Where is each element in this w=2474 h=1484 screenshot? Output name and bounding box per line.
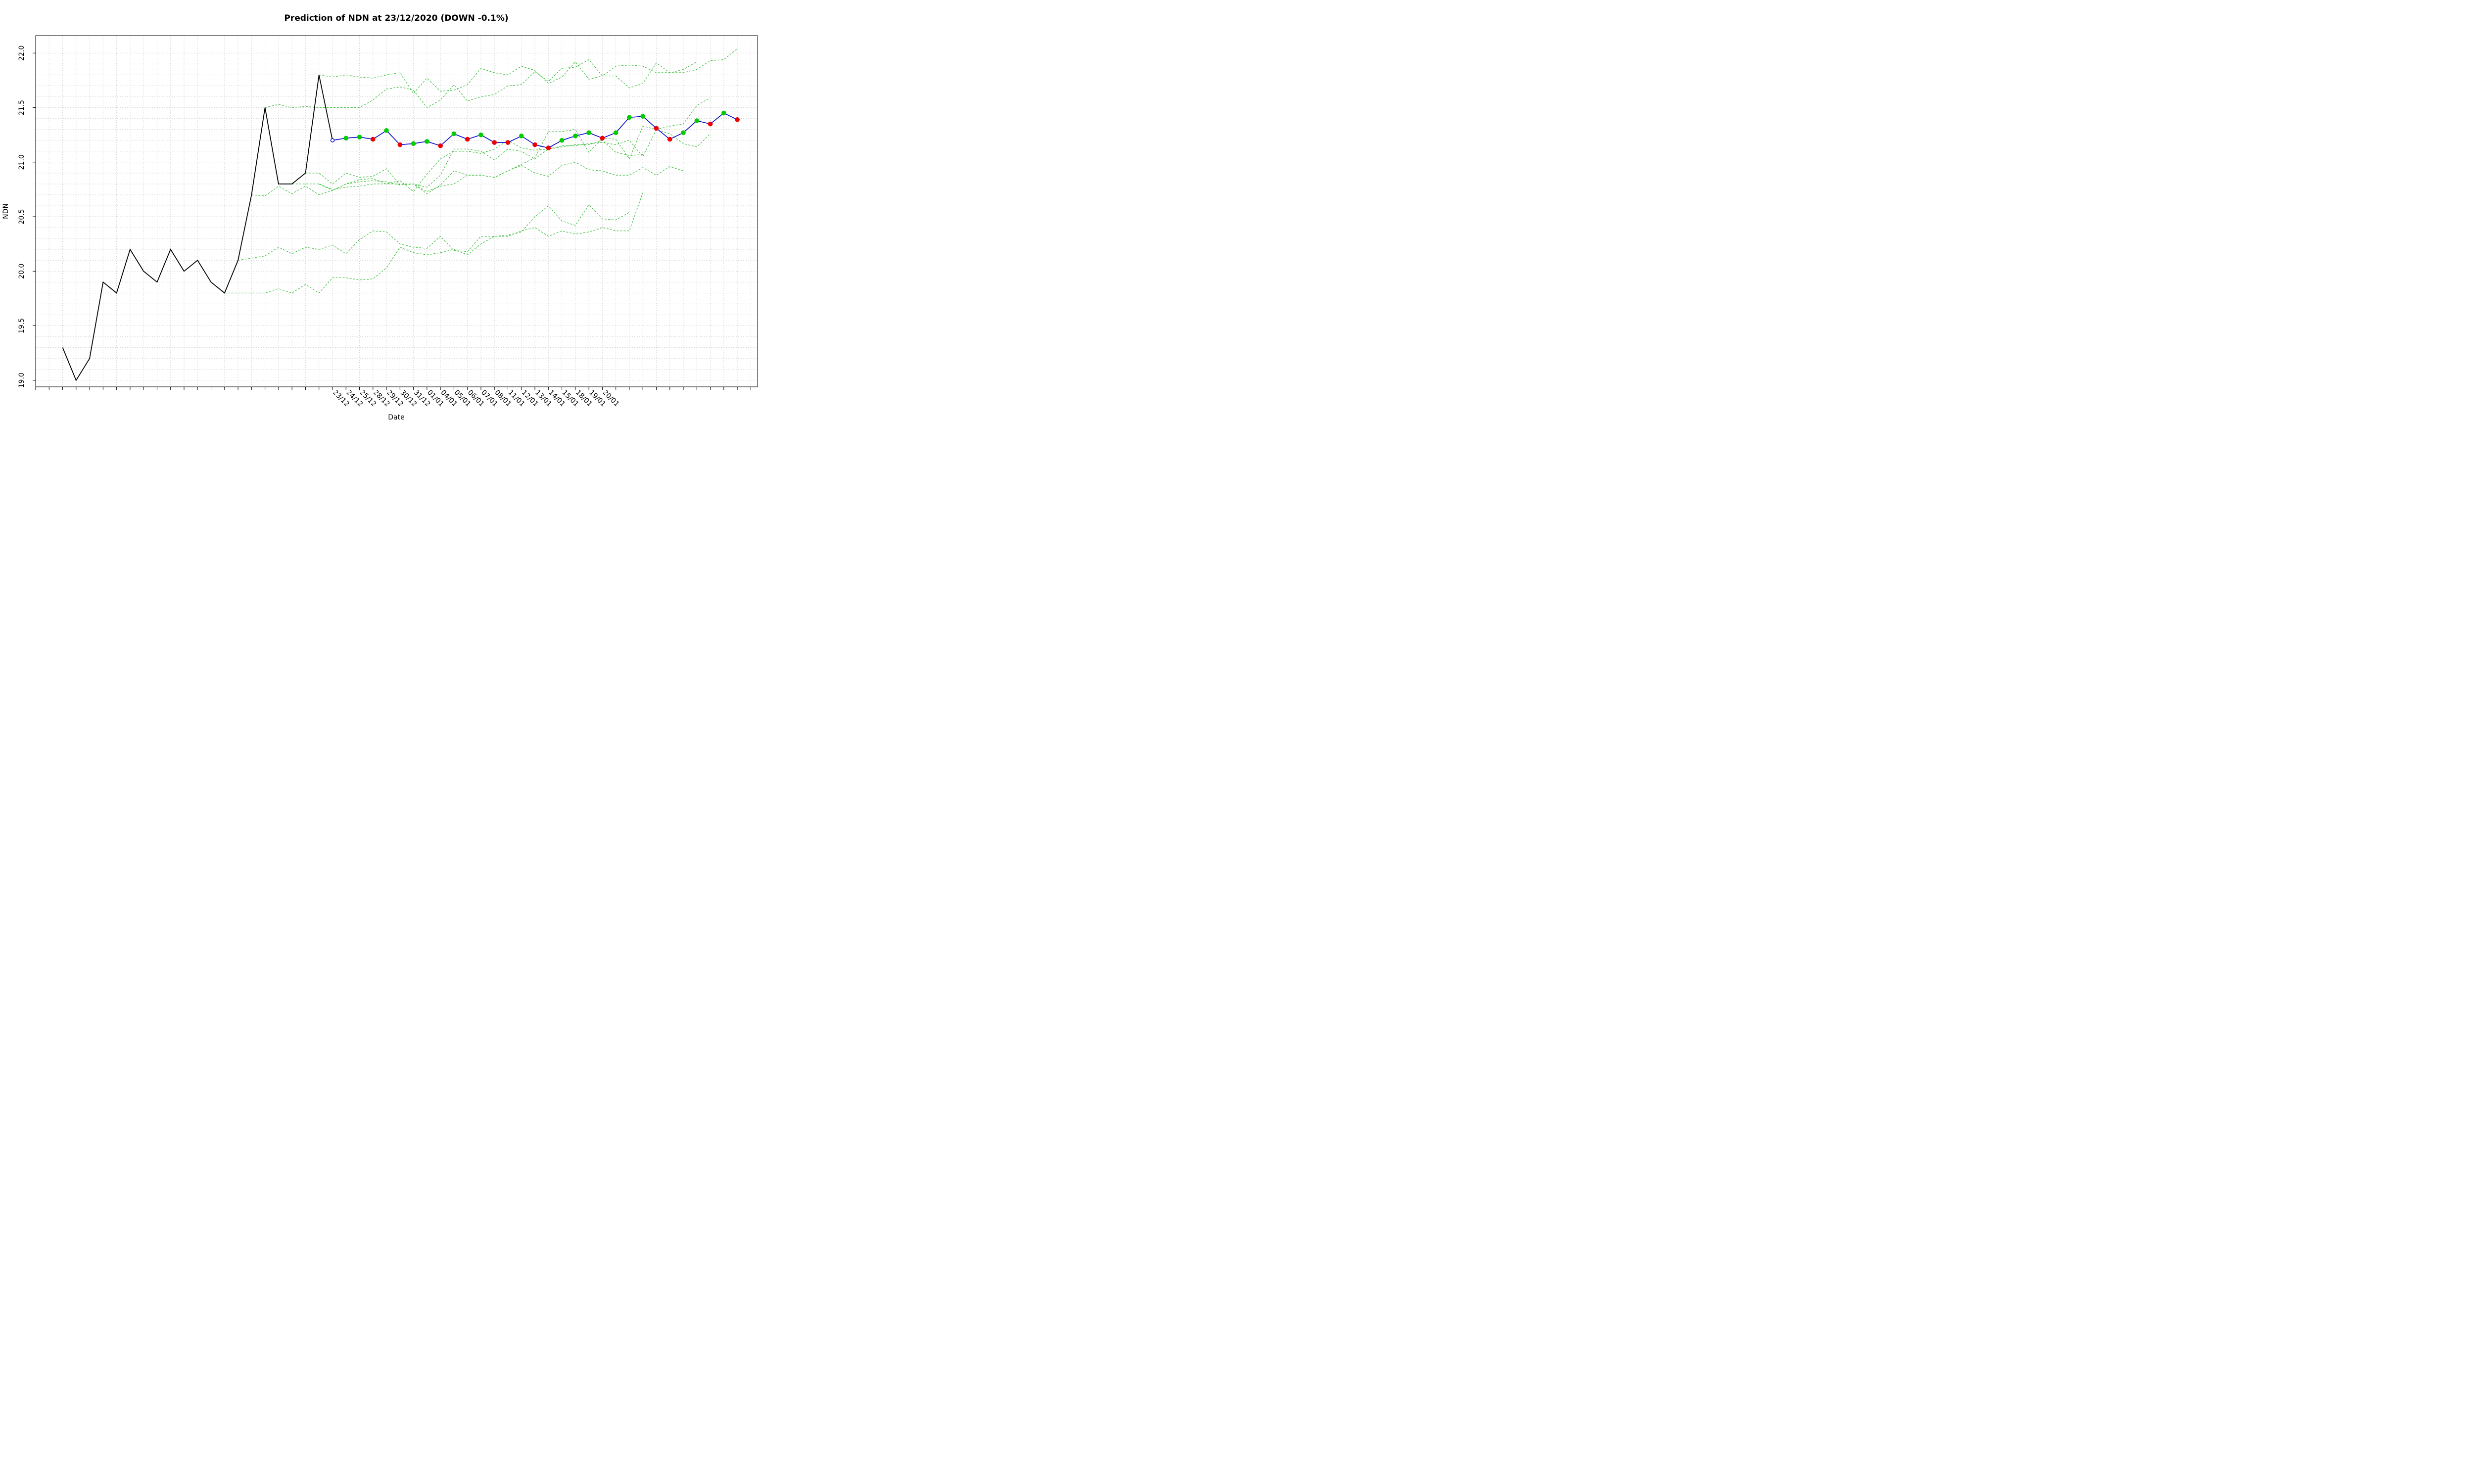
scenario-lines — [224, 48, 738, 294]
scenario-line — [319, 140, 643, 192]
prediction-line — [330, 110, 740, 150]
prediction-down-point — [667, 137, 672, 142]
scenario-line — [238, 204, 630, 261]
scenario-line — [319, 48, 738, 94]
x-axis-label: Date — [388, 414, 404, 421]
history-series — [62, 75, 333, 381]
prediction-up-point — [343, 136, 349, 141]
prediction-down-point — [654, 126, 659, 131]
y-tick-label: 19.0 — [18, 372, 26, 388]
prediction-down-point — [492, 140, 497, 145]
prediction-up-point — [721, 110, 726, 116]
history-line — [62, 75, 333, 381]
y-axis: 19.0 19.5 20.0 20.5 21.0 21.5 22.0 — [18, 46, 36, 388]
scenario-line — [278, 97, 711, 192]
y-tick-label: 20.0 — [18, 264, 26, 279]
y-tick-label: 20.5 — [18, 209, 26, 224]
prediction-up-point — [425, 139, 429, 144]
y-tick-label: 22.0 — [18, 46, 26, 61]
prediction-start-point — [330, 138, 335, 142]
prediction-up-point — [478, 132, 483, 138]
prediction-down-point — [600, 136, 605, 141]
prediction-down-point — [505, 140, 511, 145]
prediction-up-point — [573, 134, 578, 139]
prediction-up-point — [451, 131, 457, 137]
y-tick-label: 21.0 — [18, 154, 26, 170]
y-axis-label: NDN — [2, 203, 10, 219]
prediction-up-point — [694, 118, 700, 123]
prediction-up-point — [559, 138, 565, 143]
prediction-down-point — [532, 142, 537, 147]
chart: Prediction of NDN at 23/12/2020 (DOWN -0… — [2, 13, 758, 421]
grid — [35, 36, 758, 387]
prediction-up-point — [681, 130, 686, 136]
prediction-up-point — [519, 134, 524, 139]
prediction-up-point — [586, 130, 591, 136]
prediction-down-point — [397, 142, 403, 147]
y-tick-label: 19.5 — [18, 318, 26, 333]
plot-frame — [35, 35, 758, 387]
prediction-up-point — [640, 114, 645, 119]
prediction-up-point — [627, 115, 632, 120]
prediction-down-point — [438, 143, 443, 148]
scenario-line — [265, 59, 697, 108]
prediction-up-point — [357, 135, 362, 139]
prediction-down-point — [465, 137, 470, 142]
prediction-down-point — [546, 145, 551, 150]
prediction-down-point — [708, 121, 713, 127]
chart-title: Prediction of NDN at 23/12/2020 (DOWN -0… — [284, 13, 508, 23]
x-axis: 23/1224/1225/1228/1229/1230/1231/1201/01… — [35, 387, 751, 408]
prediction-up-point — [411, 141, 416, 146]
prediction-down-point — [370, 137, 376, 142]
prediction-down-point — [735, 117, 740, 122]
prediction-up-point — [384, 128, 389, 133]
scenario-line — [224, 192, 643, 294]
prediction-up-point — [613, 130, 618, 136]
y-tick-label: 21.5 — [18, 100, 26, 115]
